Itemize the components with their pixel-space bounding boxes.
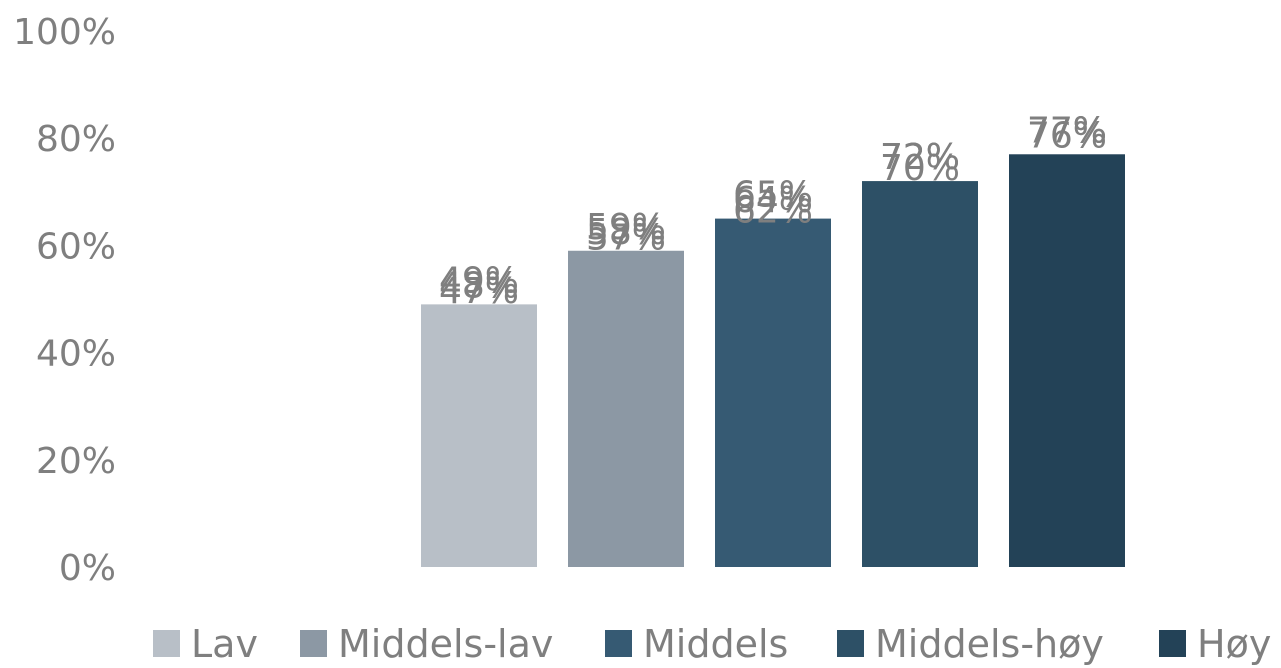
y-tick-label: 40% [36, 334, 116, 375]
data-label: 57% [586, 217, 666, 258]
y-tick-label: 60% [36, 226, 116, 267]
data-label: 77% [1027, 110, 1107, 151]
data-label: 49% [439, 260, 519, 301]
data-label: 48% [439, 266, 519, 307]
data-label: 72% [880, 137, 960, 178]
legend-label: Høy [1197, 622, 1271, 666]
y-tick-label: 100% [13, 12, 116, 53]
data-labels: 49%47%48%59%57%58%65%62%64%72%70%72%77%7… [439, 110, 1107, 312]
data-label: 47% [439, 271, 519, 312]
data-label: 59% [586, 207, 666, 248]
data-label: 72% [880, 137, 960, 178]
y-tick-label: 80% [36, 119, 116, 160]
y-tick-label: 20% [36, 441, 116, 482]
legend-swatch [300, 630, 327, 657]
legend-swatch [1159, 630, 1186, 657]
data-label: 76% [1027, 116, 1107, 157]
bar-høy [1009, 154, 1125, 567]
legend: Lav Middels-lav Middels Middels-høy Høy [153, 622, 1271, 666]
legend-label: Middels-lav [338, 622, 553, 666]
legend-swatch [837, 630, 864, 657]
y-axis: 0% 20% 40% 60% 80% 100% [13, 12, 116, 589]
legend-swatch [153, 630, 180, 657]
data-label: 62% [733, 191, 813, 232]
data-label: 65% [733, 175, 813, 216]
data-label: 64% [733, 180, 813, 221]
data-label: 70% [880, 148, 960, 189]
legend-label: Middels-høy [875, 622, 1104, 666]
bar-middels [715, 218, 831, 567]
bar-lav [421, 304, 537, 567]
legend-label: Lav [191, 622, 258, 666]
bars [421, 154, 1125, 567]
bar-middels-høy [862, 181, 978, 567]
bar-middels-lav [568, 250, 684, 567]
y-tick-label: 0% [59, 548, 116, 589]
legend-swatch [605, 630, 632, 657]
data-label: 77% [1027, 110, 1107, 151]
legend-label: Middels [643, 622, 788, 666]
data-label: 58% [586, 212, 666, 253]
